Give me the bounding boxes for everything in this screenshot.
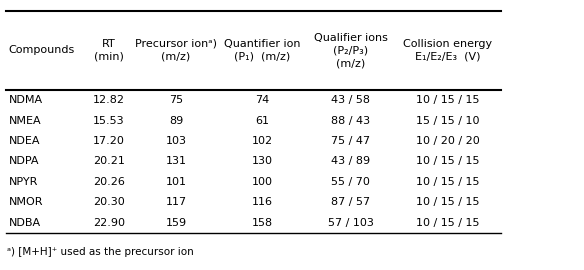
Text: NDBA: NDBA xyxy=(9,218,41,228)
Text: 158: 158 xyxy=(251,218,273,228)
Text: 12.82: 12.82 xyxy=(93,95,125,105)
Text: Collision energy
E₁/E₂/E₃  (V): Collision energy E₁/E₂/E₃ (V) xyxy=(404,39,492,62)
Text: 130: 130 xyxy=(252,156,273,167)
Text: NDMA: NDMA xyxy=(9,95,43,105)
Text: 61: 61 xyxy=(255,116,269,126)
Text: NPYR: NPYR xyxy=(9,177,38,187)
Text: 101: 101 xyxy=(166,177,187,187)
Text: Compounds: Compounds xyxy=(9,45,75,55)
Text: 75 / 47: 75 / 47 xyxy=(331,136,370,146)
Text: 22.90: 22.90 xyxy=(93,218,125,228)
Text: 17.20: 17.20 xyxy=(93,136,125,146)
Text: NDPA: NDPA xyxy=(9,156,39,167)
Text: 10 / 20 / 20: 10 / 20 / 20 xyxy=(416,136,480,146)
Text: 89: 89 xyxy=(169,116,183,126)
Text: 43 / 89: 43 / 89 xyxy=(331,156,370,167)
Text: 20.26: 20.26 xyxy=(93,177,125,187)
Text: 10 / 15 / 15: 10 / 15 / 15 xyxy=(416,177,479,187)
Text: 74: 74 xyxy=(255,95,269,105)
Text: 159: 159 xyxy=(165,218,187,228)
Text: 117: 117 xyxy=(165,197,187,207)
Text: 55 / 70: 55 / 70 xyxy=(331,177,370,187)
Text: 75: 75 xyxy=(169,95,183,105)
Text: 43 / 58: 43 / 58 xyxy=(331,95,370,105)
Text: ᵃ) [M+H]⁺ used as the precursor ion: ᵃ) [M+H]⁺ used as the precursor ion xyxy=(7,247,194,257)
Text: RT
(min): RT (min) xyxy=(94,39,124,62)
Text: Precursor ionᵃ)
(m/z): Precursor ionᵃ) (m/z) xyxy=(135,39,217,62)
Text: 87 / 57: 87 / 57 xyxy=(331,197,370,207)
Text: 15 / 15 / 10: 15 / 15 / 10 xyxy=(416,116,479,126)
Text: NDEA: NDEA xyxy=(9,136,40,146)
Text: 10 / 15 / 15: 10 / 15 / 15 xyxy=(416,218,479,228)
Text: Quantifier ion
(P₁)  (m/z): Quantifier ion (P₁) (m/z) xyxy=(224,39,300,62)
Text: 102: 102 xyxy=(251,136,273,146)
Text: 10 / 15 / 15: 10 / 15 / 15 xyxy=(416,197,479,207)
Text: 15.53: 15.53 xyxy=(93,116,124,126)
Text: 10 / 15 / 15: 10 / 15 / 15 xyxy=(416,95,479,105)
Text: NMOR: NMOR xyxy=(9,197,43,207)
Text: 20.21: 20.21 xyxy=(93,156,125,167)
Text: 100: 100 xyxy=(252,177,273,187)
Text: 57 / 103: 57 / 103 xyxy=(328,218,374,228)
Text: 116: 116 xyxy=(252,197,273,207)
Text: NMEA: NMEA xyxy=(9,116,41,126)
Text: 131: 131 xyxy=(166,156,187,167)
Text: 88 / 43: 88 / 43 xyxy=(331,116,370,126)
Text: 103: 103 xyxy=(166,136,187,146)
Text: 20.30: 20.30 xyxy=(93,197,125,207)
Text: Qualifier ions
(P₂/P₃)
(m/z): Qualifier ions (P₂/P₃) (m/z) xyxy=(314,32,388,68)
Text: 10 / 15 / 15: 10 / 15 / 15 xyxy=(416,156,479,167)
